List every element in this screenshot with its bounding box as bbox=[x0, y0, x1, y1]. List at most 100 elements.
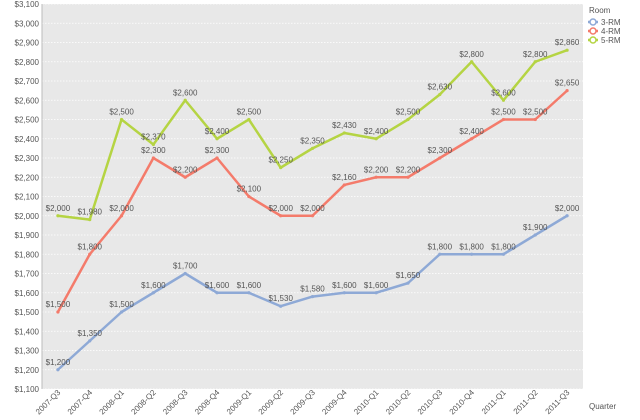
data-point-3-RM[interactable] bbox=[88, 339, 92, 343]
data-point-5-RM[interactable] bbox=[56, 214, 60, 218]
data-point-5-RM[interactable] bbox=[438, 92, 442, 97]
legend-marker-4-RM bbox=[589, 27, 597, 35]
data-point-3-RM[interactable] bbox=[215, 291, 219, 295]
data-point-4-RM[interactable] bbox=[406, 175, 410, 179]
y-tick-label: $2,600 bbox=[15, 96, 40, 105]
data-point-3-RM[interactable] bbox=[247, 291, 251, 295]
data-point-5-RM[interactable] bbox=[342, 131, 346, 135]
data-point-4-RM[interactable] bbox=[88, 252, 92, 256]
data-point-5-RM[interactable] bbox=[247, 117, 251, 122]
data-point-3-RM[interactable] bbox=[470, 252, 474, 256]
data-point-4-RM[interactable] bbox=[438, 156, 442, 160]
data-point-3-RM[interactable] bbox=[310, 295, 315, 299]
data-point-5-RM[interactable] bbox=[215, 137, 219, 141]
data-label: $2,160 bbox=[332, 173, 357, 182]
data-point-3-RM[interactable] bbox=[183, 271, 187, 276]
data-point-5-RM[interactable] bbox=[406, 117, 410, 122]
x-tick-label: 2010-Q3 bbox=[416, 388, 445, 417]
data-label: $1,800 bbox=[78, 242, 103, 251]
legend-marker-3-RM bbox=[589, 18, 597, 26]
x-tick-label: 2008-Q4 bbox=[193, 388, 222, 417]
data-label: $2,500 bbox=[523, 108, 548, 117]
data-point-5-RM[interactable] bbox=[119, 117, 124, 122]
data-labels: $1,200 $1,350 $1,500 $1,600 $1,700 $1,600 $1,6… bbox=[46, 38, 580, 367]
legend[interactable]: Room 3-RM4-RM5-RM bbox=[588, 6, 621, 45]
data-point-4-RM[interactable] bbox=[342, 183, 346, 187]
data-point-3-RM[interactable] bbox=[56, 368, 60, 372]
data-point-5-RM[interactable] bbox=[501, 98, 506, 102]
data-point-4-RM[interactable] bbox=[565, 89, 569, 93]
data-label: $2,300 bbox=[205, 146, 230, 155]
data-label: $2,630 bbox=[428, 82, 453, 91]
data-point-5-RM[interactable] bbox=[151, 142, 155, 147]
data-label: $2,800 bbox=[523, 50, 548, 59]
data-label: $2,000 bbox=[46, 204, 71, 213]
data-point-5-RM[interactable] bbox=[279, 166, 283, 170]
data-point-5-RM[interactable] bbox=[183, 98, 187, 102]
data-point-4-RM[interactable] bbox=[533, 117, 537, 122]
data-point-3-RM[interactable] bbox=[279, 304, 283, 308]
data-point-4-RM[interactable] bbox=[151, 156, 155, 160]
data-label: $2,200 bbox=[364, 165, 389, 174]
data-label: $1,800 bbox=[459, 242, 484, 251]
data-point-3-RM[interactable] bbox=[151, 291, 155, 295]
data-point-5-RM[interactable] bbox=[310, 146, 315, 150]
data-label: $1,900 bbox=[523, 223, 548, 232]
data-point-4-RM[interactable] bbox=[310, 214, 315, 218]
data-label: $1,530 bbox=[268, 294, 293, 303]
x-tick-label: 2009-Q4 bbox=[320, 388, 349, 417]
data-point-4-RM[interactable] bbox=[470, 137, 474, 141]
data-point-4-RM[interactable] bbox=[215, 156, 219, 160]
data-point-4-RM[interactable] bbox=[374, 175, 378, 179]
data-point-3-RM[interactable] bbox=[406, 281, 410, 285]
data-point-3-RM[interactable] bbox=[374, 291, 378, 295]
x-tick-label: 2010-Q1 bbox=[352, 388, 381, 417]
gridlines bbox=[41, 3, 583, 390]
data-label: $1,500 bbox=[109, 300, 134, 309]
x-tick-label: 2010-Q2 bbox=[384, 388, 413, 417]
data-point-4-RM[interactable] bbox=[279, 214, 283, 218]
data-point-3-RM[interactable] bbox=[565, 214, 569, 218]
data-point-3-RM[interactable] bbox=[342, 291, 346, 295]
data-point-4-RM[interactable] bbox=[56, 310, 60, 314]
y-tick-label: $2,700 bbox=[15, 77, 40, 86]
data-point-5-RM[interactable] bbox=[88, 218, 92, 222]
data-label: $1,800 bbox=[428, 242, 453, 251]
data-label: $1,800 bbox=[491, 242, 516, 251]
data-label: $2,370 bbox=[141, 133, 166, 142]
data-label: $2,000 bbox=[300, 204, 325, 213]
x-axis-title: Quarter bbox=[589, 402, 616, 411]
y-tick-label: $3,000 bbox=[15, 19, 40, 28]
data-point-4-RM[interactable] bbox=[247, 194, 251, 199]
data-label: $1,600 bbox=[205, 281, 230, 290]
data-label: $2,600 bbox=[173, 88, 198, 97]
data-label: $2,200 bbox=[396, 165, 421, 174]
data-label: $2,600 bbox=[491, 88, 516, 97]
x-tick-label: 2011-Q3 bbox=[544, 388, 572, 416]
legend-label-3-RM: 3-RM bbox=[601, 18, 621, 27]
data-point-3-RM[interactable] bbox=[533, 233, 537, 237]
data-point-3-RM[interactable] bbox=[501, 252, 506, 256]
data-point-5-RM[interactable] bbox=[533, 60, 537, 64]
data-label: $2,860 bbox=[555, 38, 580, 47]
data-point-4-RM[interactable] bbox=[119, 214, 124, 218]
data-point-3-RM[interactable] bbox=[119, 310, 124, 314]
data-label: $2,200 bbox=[173, 165, 198, 174]
data-point-3-RM[interactable] bbox=[438, 252, 442, 256]
data-point-5-RM[interactable] bbox=[374, 137, 378, 141]
data-label: $1,600 bbox=[237, 281, 262, 290]
data-label: $2,400 bbox=[205, 127, 230, 136]
x-tick-label: 2008-Q2 bbox=[129, 388, 158, 417]
data-point-4-RM[interactable] bbox=[501, 117, 506, 122]
data-label: $2,000 bbox=[555, 204, 580, 213]
data-label: $2,300 bbox=[428, 146, 453, 155]
data-point-4-RM[interactable] bbox=[183, 175, 187, 179]
data-label: $2,500 bbox=[491, 108, 516, 117]
data-label: $2,100 bbox=[237, 185, 262, 194]
data-label: $1,600 bbox=[141, 281, 166, 290]
data-point-5-RM[interactable] bbox=[470, 60, 474, 64]
data-point-5-RM[interactable] bbox=[565, 48, 569, 52]
y-tick-label: $2,800 bbox=[15, 58, 40, 67]
x-tick-label: 2010-Q4 bbox=[448, 388, 477, 417]
